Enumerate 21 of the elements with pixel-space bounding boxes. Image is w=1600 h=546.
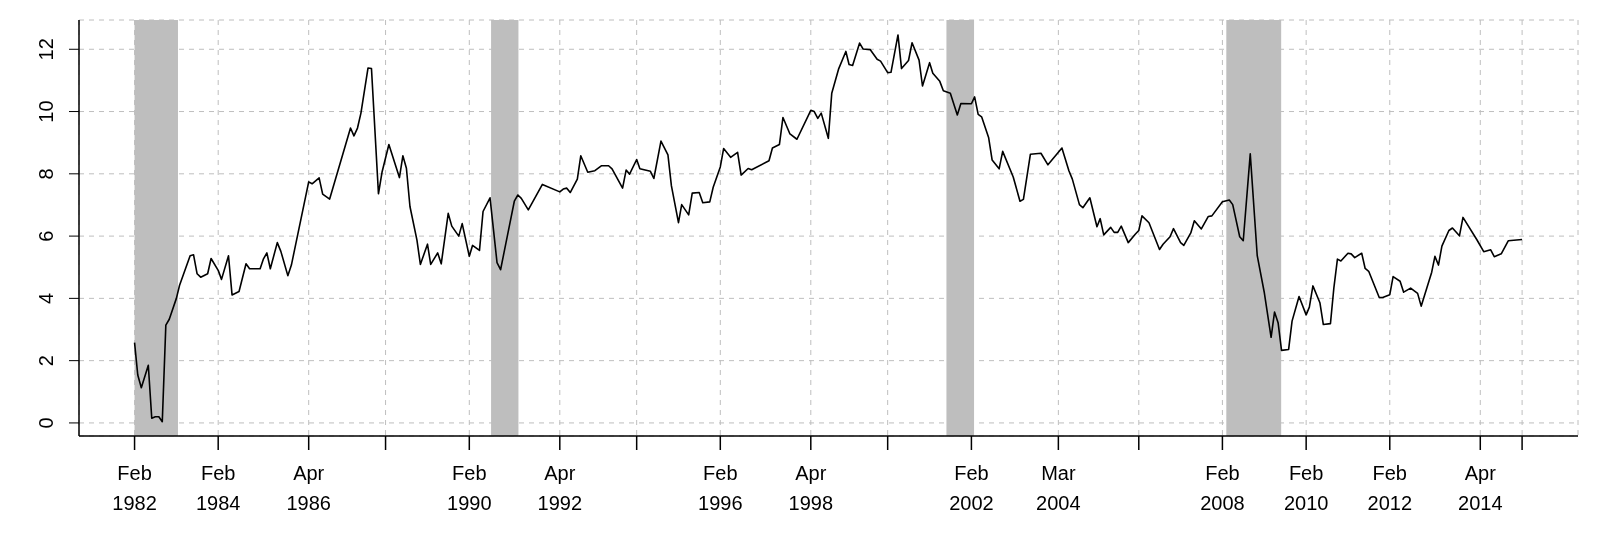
y-tick-label: 6	[35, 230, 57, 242]
x-tick-label: Feb 1996	[698, 462, 743, 514]
y-tick-label: 2	[35, 355, 57, 367]
x-tick-label: Feb 2002	[949, 462, 994, 514]
x-tick-label: Feb 2008	[1200, 462, 1245, 514]
x-tick-label: Apr 1998	[788, 462, 834, 514]
y-tick-label: 4	[35, 292, 57, 304]
x-tick-label: Apr 2014	[1458, 462, 1503, 514]
x-tick-label: Feb 2010	[1283, 462, 1329, 514]
y-tick-label: 8	[35, 168, 57, 180]
x-tick-label: Feb 1982	[112, 462, 157, 514]
x-tick-label: Apr 1986	[286, 462, 331, 514]
y-tick-label: 0	[35, 417, 57, 429]
x-tick-label: Feb 1990	[447, 462, 492, 514]
x-tick-label: Feb 2012	[1367, 462, 1413, 514]
x-tick-label: Mar 2004	[1036, 462, 1081, 514]
y-tick-label: 10	[35, 100, 57, 123]
x-tick-label: Feb 1984	[195, 462, 241, 514]
line-series	[133, 34, 1523, 423]
x-tick-label: Apr 1992	[537, 462, 583, 514]
y-tick-label: 12	[35, 38, 57, 61]
